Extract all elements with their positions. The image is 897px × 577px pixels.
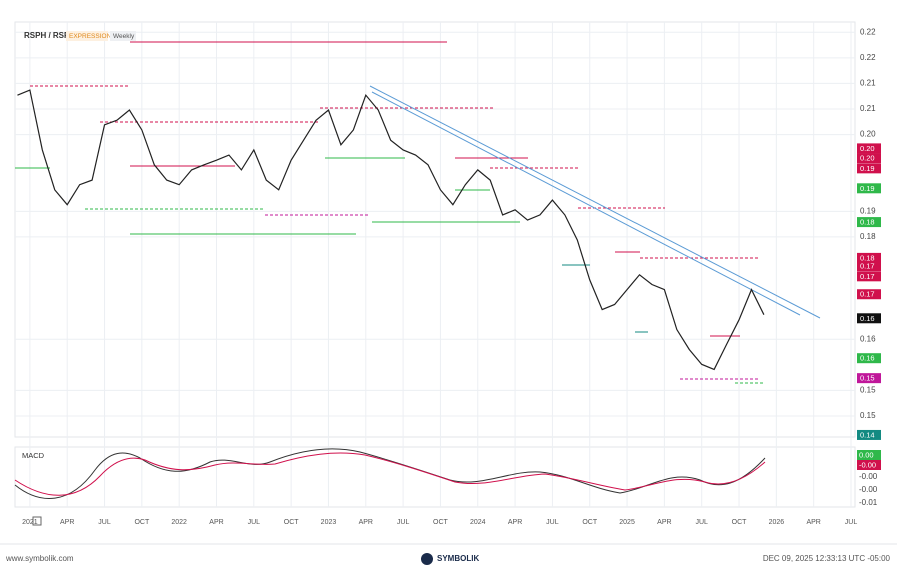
x-tick-label: 2025 [619,519,635,526]
price-badge-label: 0.20 [860,154,875,163]
price-badge [857,217,881,228]
x-tick-label: JUL [695,519,708,526]
y-tick-label: 0.15 [860,411,876,420]
price-badge [857,373,881,384]
x-tick-label: APR [508,519,522,526]
price-badge [857,183,881,194]
footer-time: DEC 09, 2025 12:33:13 UTC -05:00 [763,554,891,563]
price-badge-label: 0.18 [860,253,875,262]
x-tick-label: OCT [433,519,449,526]
x-tick-label: OCT [284,519,300,526]
x-tick-label: JUL [397,519,410,526]
brand-logo [421,553,433,565]
price-badge-label: 0.19 [860,164,875,173]
x-tick-label: JUL [248,519,261,526]
tag-bg [66,31,108,41]
x-tick-label: 2024 [470,519,486,526]
chart-title: RSPH / RSP [24,31,70,40]
price-badge-label: 0.17 [860,272,875,281]
price-badge [857,289,881,300]
x-tick-label: OCT [732,519,748,526]
x-tick-label: APR [657,519,671,526]
price-badge [857,429,881,440]
price-badge-label: 0.17 [860,290,875,299]
price-badge-label: 0.15 [860,374,875,383]
price-line [17,89,765,371]
price-badge [857,353,881,364]
x-tick-label: JUL [546,519,559,526]
price-badge-label: 0.14 [860,430,875,439]
macd-badge-label: -0.00 [859,460,876,469]
y-tick-label: 0.18 [860,232,876,241]
macd-tick-label: -0.00 [859,485,878,494]
price-badge [857,313,881,324]
price-marks [17,89,765,371]
x-tick-label: 2026 [769,519,785,526]
price-badge-label: 0.19 [860,184,875,193]
price-badge [857,271,881,282]
price-badge-label: 0.18 [860,218,875,227]
footer-brand: SYMBOLIK [437,554,479,563]
y-tick-label: 0.15 [860,386,876,395]
calendar-icon[interactable] [32,516,42,526]
x-tick-label: 2021 [22,519,38,526]
annotations [15,41,821,384]
price-badge [857,252,881,263]
price-badge-label: 0.16 [860,314,875,323]
y-tick-label: 0.22 [860,53,876,62]
x-tick-label: JUL [98,519,111,526]
price-badge-label: 0.20 [860,144,875,153]
x-tick-label: APR [806,519,820,526]
price-badge [857,143,881,154]
x-tick-label: APR [209,519,223,526]
x-tick-label: APR [60,519,74,526]
price-pane [14,21,856,438]
y-tick-label: 0.20 [860,130,876,139]
y-tick-label: 0.16 [860,334,876,343]
x-tick-label: JUL [845,519,858,526]
macd-tick-label: -0.00 [859,472,878,481]
price-badge [857,153,881,164]
x-tick-label: OCT [582,519,598,526]
price-badge [857,163,881,174]
macd-badge [857,460,881,470]
y-tick-label: 0.21 [860,79,876,88]
x-tick-label: 2023 [321,519,337,526]
x-tick-label: APR [359,519,373,526]
footer-site: www.symbolik.com [5,554,74,563]
price-badge-label: 0.17 [860,262,875,271]
tag: EXPRESSION [69,33,112,40]
macd-lines [14,448,766,499]
y-tick-label: 0.21 [860,104,876,113]
x-tick-label: 2022 [171,519,187,526]
grid [15,22,855,507]
y-tick-label: 0.19 [860,206,876,215]
macd-badge [857,450,881,460]
macd-tick-label: -0.01 [859,498,878,507]
macd-title: MACD [22,451,45,460]
y-tick-label: 0.22 [860,27,876,36]
macd-pane [14,446,856,508]
price-badge-label: 0.16 [860,354,875,363]
x-tick-label: OCT [134,519,150,526]
price-badge [857,261,881,272]
tag: Weekly [113,33,135,40]
tag-bg [110,31,136,41]
macd-badge-label: 0.00 [859,450,874,459]
